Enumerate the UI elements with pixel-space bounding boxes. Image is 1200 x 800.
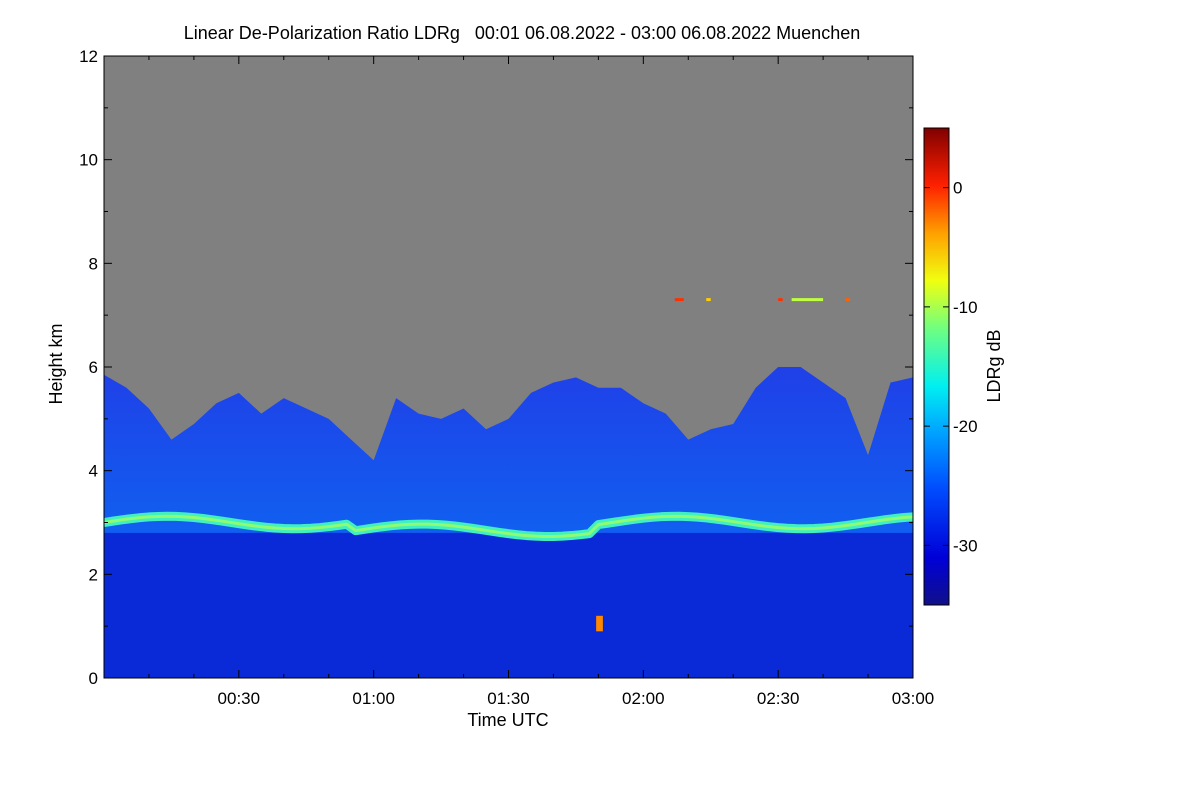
- high-ldr-plume: [596, 615, 603, 632]
- colorbar-label: LDRg dB: [984, 329, 1004, 402]
- y-tick-label: 8: [89, 254, 98, 273]
- chart-title: Linear De-Polarization Ratio LDRg 00:01 …: [184, 23, 860, 43]
- y-tick-label: 10: [79, 151, 98, 170]
- x-tick-label: 01:30: [487, 689, 530, 708]
- colorbar-tick-label: -20: [953, 417, 978, 436]
- x-tick-label: 00:30: [218, 689, 261, 708]
- y-tick-label: 4: [89, 462, 98, 481]
- colorbar: [923, 127, 950, 606]
- high-layer-segment: [674, 298, 684, 302]
- y-axis-label: Height km: [46, 323, 66, 404]
- y-tick-label: 0: [89, 669, 98, 688]
- high-layer-segment: [845, 298, 851, 302]
- x-tick-label: 02:00: [622, 689, 665, 708]
- x-tick-label: 03:00: [892, 689, 935, 708]
- y-tick-label: 6: [89, 358, 98, 377]
- x-axis-label: Time UTC: [467, 710, 548, 730]
- colorbar-tick-label: 0: [953, 179, 962, 198]
- melting-layer-core: [104, 514, 913, 538]
- y-tick-label: 12: [79, 47, 98, 66]
- colorbar-tick-label: -30: [953, 536, 978, 555]
- high-layer-streak: [674, 298, 851, 302]
- colorbar-tick-label: -10: [953, 298, 978, 317]
- high-layer-segment: [791, 298, 824, 302]
- x-tick-label: 01:00: [352, 689, 395, 708]
- high-layer-segment: [778, 298, 783, 302]
- x-tick-label: 02:30: [757, 689, 800, 708]
- rain-region: [104, 532, 913, 678]
- y-tick-label: 2: [89, 565, 98, 584]
- high-layer-segment: [706, 298, 711, 302]
